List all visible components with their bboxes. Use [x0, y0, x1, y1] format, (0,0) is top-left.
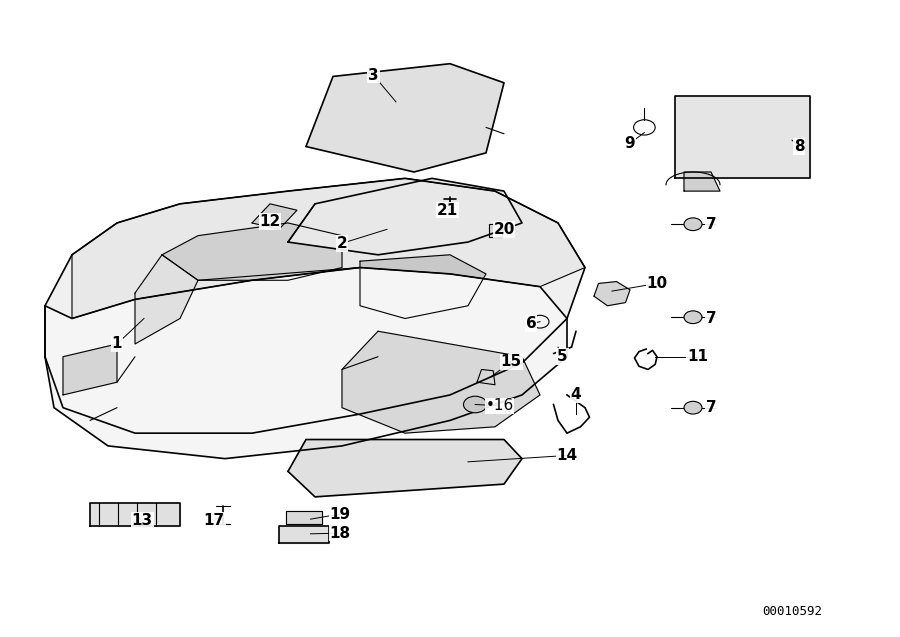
Polygon shape	[252, 204, 297, 229]
Polygon shape	[135, 255, 198, 344]
Polygon shape	[306, 64, 504, 172]
Text: 20: 20	[493, 222, 515, 237]
Polygon shape	[342, 331, 540, 433]
Text: 1: 1	[112, 336, 122, 352]
Circle shape	[684, 218, 702, 231]
Text: 4: 4	[571, 387, 581, 403]
Polygon shape	[162, 223, 342, 280]
Polygon shape	[675, 96, 810, 178]
Polygon shape	[45, 178, 585, 433]
Polygon shape	[684, 172, 720, 191]
Polygon shape	[45, 268, 567, 459]
Text: 13: 13	[131, 513, 153, 528]
Polygon shape	[288, 178, 522, 255]
Polygon shape	[72, 178, 585, 318]
Text: 7: 7	[706, 311, 716, 326]
Text: 7: 7	[706, 217, 716, 232]
Circle shape	[464, 396, 487, 413]
Polygon shape	[63, 344, 117, 395]
Polygon shape	[489, 224, 502, 237]
Text: 14: 14	[556, 448, 578, 463]
Text: 9: 9	[625, 136, 635, 151]
Text: 3: 3	[368, 68, 379, 83]
Text: 19: 19	[329, 506, 351, 522]
Polygon shape	[90, 503, 180, 526]
Text: 18: 18	[329, 526, 351, 541]
Text: 00010592: 00010592	[762, 605, 822, 618]
Text: 15: 15	[500, 354, 522, 369]
Polygon shape	[477, 369, 495, 385]
Text: 11: 11	[687, 349, 708, 364]
Text: 5: 5	[557, 349, 568, 364]
Text: 21: 21	[436, 203, 458, 218]
Text: •16: •16	[485, 398, 514, 413]
Text: 7: 7	[706, 400, 716, 415]
Circle shape	[684, 311, 702, 324]
Text: 10: 10	[646, 276, 668, 291]
Polygon shape	[594, 282, 630, 306]
Polygon shape	[288, 440, 522, 497]
Text: 6: 6	[526, 316, 536, 331]
Polygon shape	[279, 526, 328, 543]
Polygon shape	[286, 511, 322, 524]
Text: 8: 8	[794, 139, 805, 154]
Text: 2: 2	[337, 236, 347, 251]
Polygon shape	[360, 255, 486, 318]
Circle shape	[684, 401, 702, 414]
Text: 12: 12	[259, 214, 281, 229]
Text: 17: 17	[203, 513, 225, 528]
